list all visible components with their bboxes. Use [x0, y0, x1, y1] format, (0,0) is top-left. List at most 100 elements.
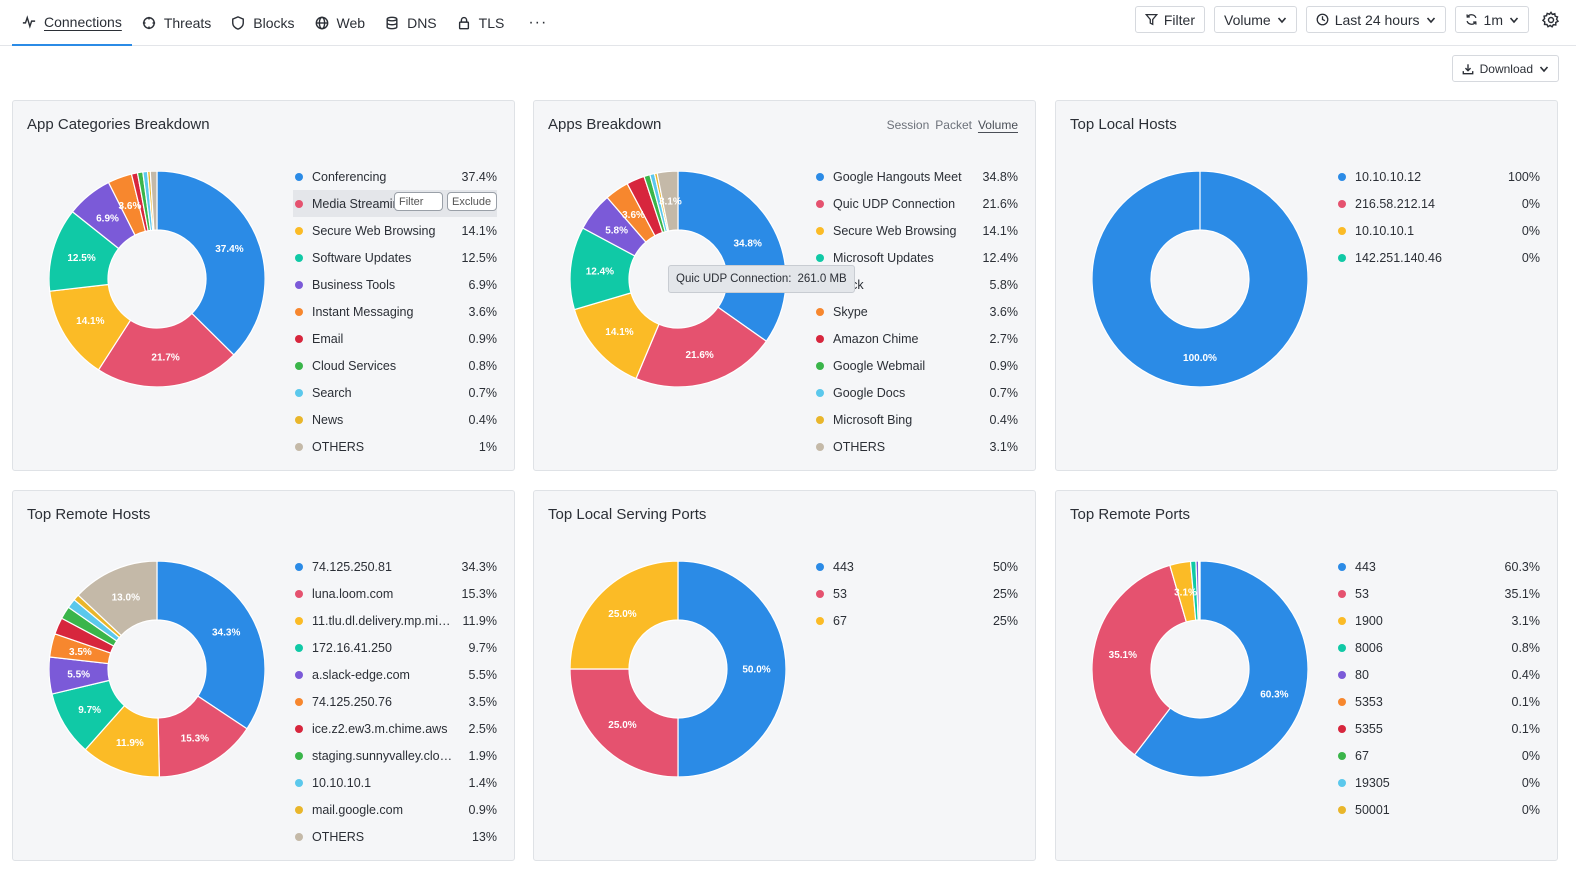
donut-slice-0[interactable]: [1092, 171, 1308, 387]
donut-slice-6[interactable]: [1198, 561, 1201, 621]
donut-slice-0[interactable]: [156, 561, 265, 730]
donut-chart: 34.3% 15.3% 11.9% 9.7% 5.5% 3.5% 13.0%: [49, 561, 265, 777]
legend-color-dot: [1338, 199, 1346, 208]
donut-slice-1[interactable]: [97, 312, 235, 387]
legend-item[interactable]: Secure Web Browsing 14.1%: [814, 217, 1018, 244]
legend-item[interactable]: Secure Web Browsing 14.1%: [293, 217, 497, 244]
legend-item[interactable]: a.slack-edge.com 5.5%: [293, 661, 497, 688]
slice-label-0: 34.8%: [733, 238, 761, 249]
donut-slice-0[interactable]: [1133, 561, 1308, 777]
legend-item[interactable]: ice.z2.ew3.m.chime.aws 2.5%: [293, 715, 497, 742]
legend-item[interactable]: Conferencing 37.4%: [293, 163, 497, 190]
legend-item[interactable]: Software Updates 12.5%: [293, 244, 497, 271]
donut-slice-2[interactable]: [570, 561, 679, 670]
settings-button[interactable]: [1538, 6, 1564, 33]
legend-item[interactable]: Search 0.7%: [293, 379, 497, 406]
legend-item[interactable]: 80 0.4%: [1336, 661, 1540, 688]
legend-item[interactable]: 10.10.10.12 100%: [1336, 163, 1540, 190]
legend-item[interactable]: 10.10.10.1 1.4%: [293, 769, 497, 796]
legend-item[interactable]: mail.google.com 0.9%: [293, 796, 497, 823]
tab-blocks[interactable]: Blocks: [221, 0, 304, 46]
filter-button[interactable]: Filter: [1134, 6, 1205, 33]
legend-value: 35.1%: [1504, 586, 1540, 601]
legend-value: 0%: [1521, 802, 1540, 817]
legend-item[interactable]: 142.251.140.46 0%: [1336, 244, 1540, 271]
legend-item[interactable]: 443 60.3%: [1336, 553, 1540, 580]
tab-tls[interactable]: TLS: [447, 0, 515, 46]
legend-item[interactable]: luna.loom.com 15.3%: [293, 580, 497, 607]
legend-item[interactable]: Email 0.9%: [293, 325, 497, 352]
time-range-select[interactable]: Last 24 hours: [1305, 6, 1446, 33]
donut-slice-10[interactable]: [149, 171, 158, 231]
more-tabs-button[interactable]: ···: [528, 14, 548, 31]
donut-slice-10[interactable]: [77, 561, 158, 637]
legend-item[interactable]: staging.sunnyvalley.cloud 1.9%: [293, 742, 497, 769]
legend-item[interactable]: Google Hangouts Meet 34.8%: [814, 163, 1018, 190]
donut-slice-1[interactable]: [570, 668, 679, 777]
legend-item[interactable]: News 0.4%: [293, 406, 497, 433]
toggle-packet[interactable]: Packet: [935, 118, 972, 132]
legend-item[interactable]: Quic UDP Connection 21.6%: [814, 190, 1018, 217]
tab-web[interactable]: Web: [305, 0, 376, 46]
metric-select[interactable]: Volume: [1214, 6, 1297, 33]
legend-item[interactable]: 53 25%: [814, 580, 1018, 607]
legend-value: 14.1%: [982, 223, 1018, 238]
tab-threats[interactable]: Threats: [132, 0, 221, 46]
donut-slice-0[interactable]: [156, 171, 265, 356]
legend-label: Email: [312, 331, 344, 346]
legend-item[interactable]: 74.125.250.76 3.5%: [293, 688, 497, 715]
legend-item[interactable]: 5353 0.1%: [1336, 688, 1540, 715]
legend-value: 60.3%: [1504, 559, 1540, 574]
donut-slice-0[interactable]: [677, 171, 786, 343]
gear-icon: [1542, 10, 1560, 28]
globe-icon: [315, 16, 328, 30]
legend-exclude-button[interactable]: Exclude: [447, 192, 497, 211]
legend-label: a.slack-edge.com: [312, 667, 410, 682]
toggle-session[interactable]: Session: [886, 118, 930, 132]
donut-slice-1[interactable]: [1092, 564, 1188, 756]
legend-item[interactable]: 1900 3.1%: [1336, 607, 1540, 634]
legend-item[interactable]: 11.tlu.dl.delivery.mp.microsoft.com 11.9%: [293, 607, 497, 634]
donut-slice-10[interactable]: [656, 171, 679, 232]
legend-item[interactable]: Google Webmail 0.9%: [814, 352, 1018, 379]
legend-item[interactable]: Microsoft Updates 12.4%: [814, 244, 1018, 271]
legend-item[interactable]: 8006 0.8%: [1336, 634, 1540, 661]
panel-title: Top Local Serving Ports: [548, 506, 707, 523]
legend-item[interactable]: 67 0%: [1336, 742, 1540, 769]
legend-filter-button[interactable]: Filter: [394, 192, 443, 211]
toggle-volume[interactable]: Volume: [977, 118, 1018, 132]
donut-slice-1[interactable]: [635, 306, 768, 387]
legend-item[interactable]: Business Tools 6.9%: [293, 271, 497, 298]
legend-item[interactable]: 5355 0.1%: [1336, 715, 1540, 742]
legend-color-dot: [816, 253, 824, 262]
tab-dns[interactable]: DNS: [375, 0, 447, 46]
legend-item[interactable]: Google Docs 0.7%: [814, 379, 1018, 406]
legend-item[interactable]: 172.16.41.250 9.7%: [293, 634, 497, 661]
tab-connections[interactable]: Connections: [12, 0, 132, 46]
tab-label: Web: [336, 15, 366, 31]
legend-item[interactable]: 10.10.10.1 0%: [1336, 217, 1540, 244]
lock-icon: [458, 16, 469, 30]
legend-item[interactable]: 67 25%: [814, 607, 1018, 634]
legend-item[interactable]: 53 35.1%: [1336, 580, 1540, 607]
legend-item[interactable]: Instant Messaging 3.6%: [293, 298, 497, 325]
refresh-interval-select[interactable]: 1m: [1454, 6, 1529, 33]
legend-item[interactable]: Microsoft Bing 0.4%: [814, 406, 1018, 433]
download-button[interactable]: Download: [1451, 55, 1559, 82]
legend-item[interactable]: 74.125.250.81 34.3%: [293, 553, 497, 580]
legend-item[interactable]: Cloud Services 0.8%: [293, 352, 497, 379]
legend-item[interactable]: OTHERS 1%: [293, 433, 497, 460]
legend-item[interactable]: 443 50%: [814, 553, 1018, 580]
legend-item[interactable]: Amazon Chime 2.7%: [814, 325, 1018, 352]
slice-label-0: 100.0%: [1183, 353, 1217, 364]
legend-item[interactable]: OTHERS 13%: [293, 823, 497, 850]
legend-item[interactable]: OTHERS 3.1%: [814, 433, 1018, 460]
legend-item[interactable]: 19305 0%: [1336, 769, 1540, 796]
legend-value: 0.8%: [468, 358, 498, 373]
legend-item[interactable]: 50001 0%: [1336, 796, 1540, 823]
legend-value: 21.6%: [982, 196, 1018, 211]
legend-item[interactable]: 216.58.212.14 0%: [1336, 190, 1540, 217]
donut-slice-0[interactable]: [677, 561, 786, 777]
legend-item[interactable]: Skype 3.6%: [814, 298, 1018, 325]
